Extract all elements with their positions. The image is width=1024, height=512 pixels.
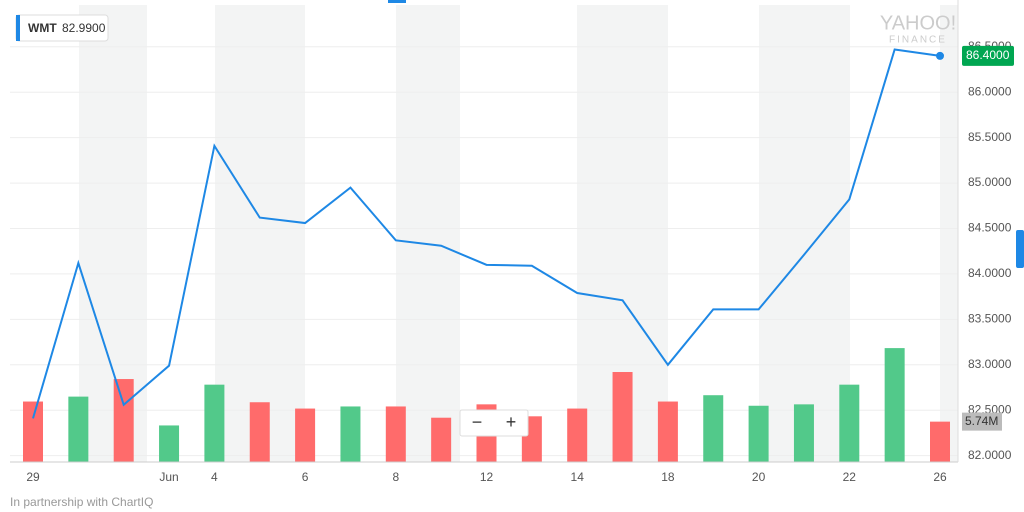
y-tick-label: 83.0000 [968, 357, 1012, 371]
volume-label-bg [962, 412, 1002, 431]
side-handle[interactable] [1016, 230, 1024, 268]
logo: YAHOO! [880, 12, 956, 34]
volume-label: 5.74M [965, 414, 998, 428]
volume-bar [340, 406, 361, 462]
shade-band [759, 5, 850, 462]
top-handle[interactable] [388, 0, 406, 3]
price-tag-bg [962, 45, 1014, 66]
x-tick-label: 29 [26, 470, 40, 484]
x-tick-label: 12 [480, 470, 494, 484]
price-tag: 86.4000 [966, 48, 1010, 62]
volume-bar [930, 421, 950, 462]
shade-band [396, 5, 460, 462]
x-tick-label: 20 [752, 470, 766, 484]
shade-bands [79, 5, 958, 462]
legend-swatch [16, 15, 20, 41]
x-tick-label: 4 [211, 470, 218, 484]
legend-symbol: WMT [28, 21, 57, 35]
y-tick-label: 85.5000 [968, 130, 1012, 144]
zoom-box [459, 409, 529, 437]
volume-bar [295, 408, 316, 462]
volume-bar [204, 384, 225, 462]
y-tick-label: 82.0000 [968, 448, 1012, 462]
shade-band [940, 5, 958, 462]
shade-band [215, 5, 305, 462]
volume-bar [385, 406, 406, 462]
x-tick-label: 8 [392, 470, 399, 484]
plot [32, 48, 944, 419]
x-tick-label: Jun [159, 470, 178, 484]
volume-bar [159, 425, 180, 462]
last-point [936, 51, 944, 60]
y-tick-label: 85.0000 [968, 175, 1012, 189]
volume-bar [703, 395, 724, 462]
x-tick-label: 18 [661, 470, 675, 484]
volume-bar [884, 348, 905, 462]
y-tick-label: 84.5000 [968, 221, 1012, 235]
x-tick-label: 14 [571, 470, 585, 484]
legend-price: 82.9900 [62, 21, 106, 35]
x-tick-label: 22 [843, 470, 857, 484]
volume-bar [612, 372, 633, 462]
volume-bar [68, 396, 89, 462]
price-line [32, 48, 941, 419]
volume [23, 348, 950, 462]
volume-bar [23, 401, 43, 462]
volume-bar [431, 417, 452, 462]
x-tick-label: 26 [933, 470, 947, 484]
volume-bar [249, 402, 270, 462]
y-tick-label: 83.5000 [968, 312, 1012, 326]
volume-bar [657, 401, 678, 462]
footer: In partnership with ChartIQ [10, 495, 153, 509]
volume-bar [113, 379, 134, 462]
volume-bar [793, 404, 814, 462]
y-tick-label: 86.0000 [968, 84, 1012, 98]
y-tick-label: 84.0000 [968, 266, 1012, 280]
volume-bar [567, 408, 588, 462]
volume-bar [839, 384, 860, 462]
logo-sub: FINANCE [889, 35, 947, 46]
shade-band [79, 5, 147, 462]
zoom-in[interactable]: + [506, 412, 517, 432]
x-tick-label: 6 [302, 470, 309, 484]
volume-bar [748, 405, 769, 462]
zoom-out[interactable]: − [472, 412, 483, 432]
